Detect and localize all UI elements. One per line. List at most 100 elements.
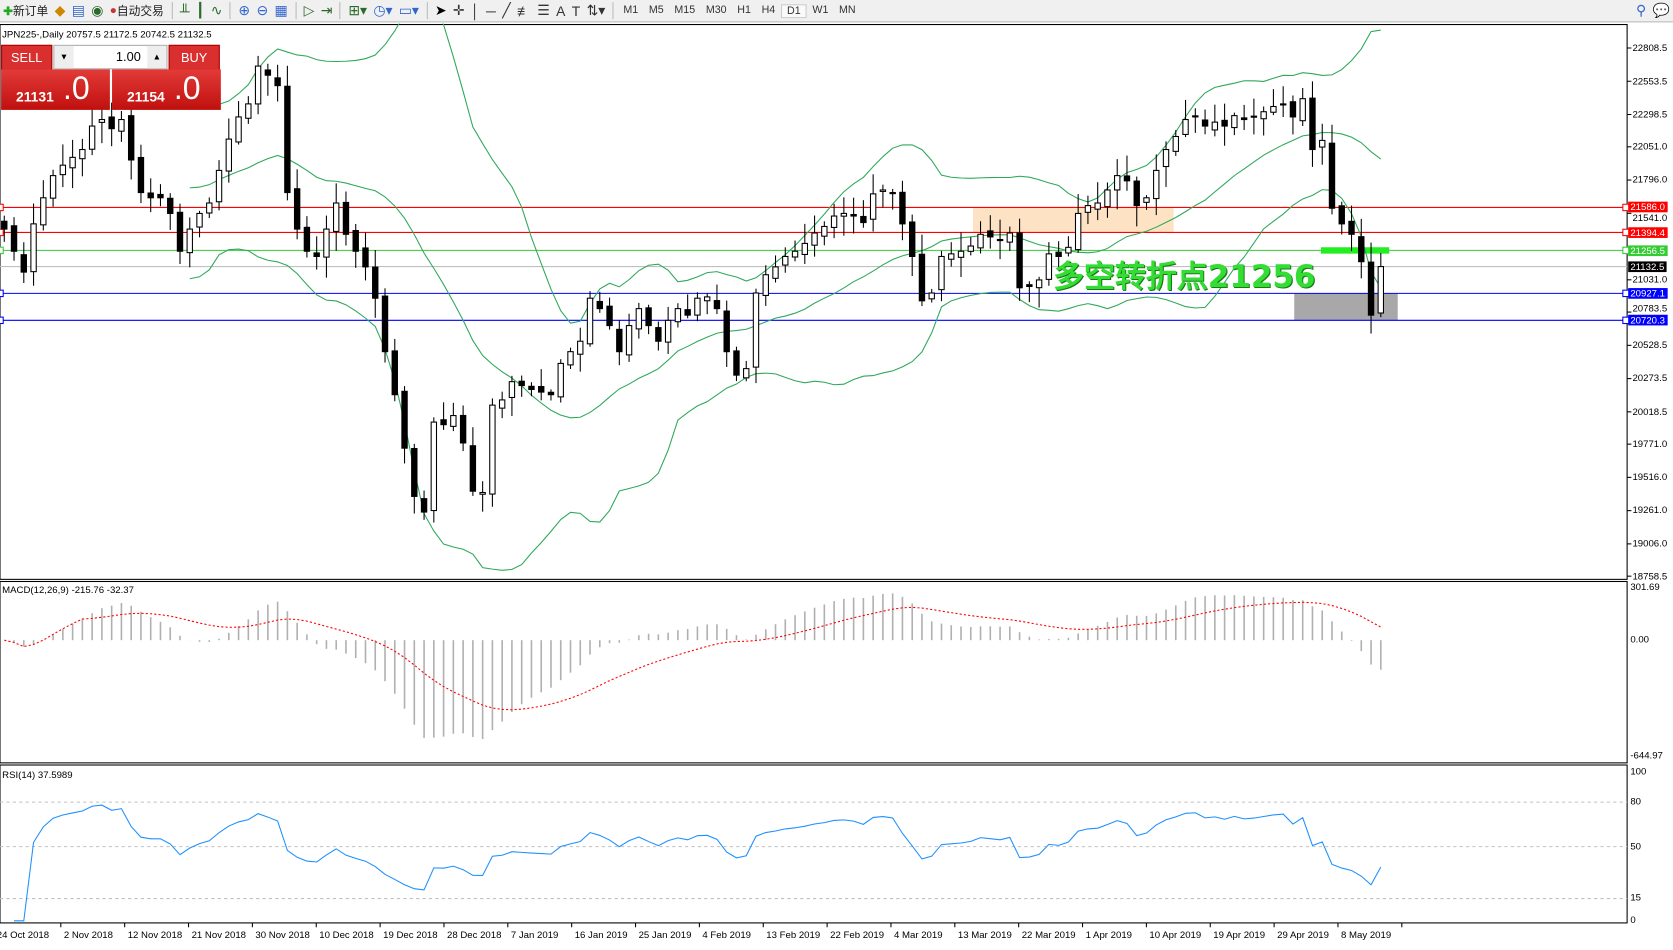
candle-body — [264, 69, 272, 76]
candle-body — [1309, 97, 1316, 151]
candle-body — [49, 175, 57, 199]
candle-body — [752, 292, 760, 368]
candle-body — [1153, 169, 1160, 200]
timeframe-mn[interactable]: MN — [839, 3, 856, 16]
candle-body — [10, 225, 18, 252]
candle — [1260, 106, 1267, 136]
candle — [801, 223, 809, 264]
date-label: 13 Feb 2019 — [766, 929, 821, 940]
new-order-button[interactable]: ✚ 新订单 — [0, 1, 51, 20]
buy-button[interactable]: BUY — [168, 44, 220, 71]
candle-body — [20, 254, 27, 273]
date-label: 22 Feb 2019 — [830, 929, 885, 940]
lot-decrease-icon[interactable]: ▼ — [54, 45, 74, 69]
candle — [69, 139, 76, 189]
autoscroll-icon[interactable]: ▷ — [303, 2, 315, 19]
candle-body — [518, 380, 525, 387]
horizontal-line-icon[interactable]: ─ — [486, 2, 496, 19]
text-icon[interactable]: A — [556, 2, 566, 19]
candle-body — [420, 498, 428, 513]
timeframe-h1[interactable]: H1 — [737, 3, 751, 16]
candle — [1006, 226, 1014, 252]
lot-increase-icon[interactable]: ▲ — [147, 45, 167, 69]
sell-button[interactable]: SELL — [1, 44, 53, 71]
zoom-in-icon[interactable]: ⊕ — [238, 2, 251, 19]
candle-body — [1172, 135, 1179, 152]
signals-icon[interactable]: ◉ — [91, 2, 104, 19]
candle-body — [948, 253, 955, 260]
date-label: 1 Apr 2019 — [1085, 929, 1133, 940]
candle-body — [225, 138, 233, 172]
timeframe-h4[interactable]: H4 — [761, 3, 776, 16]
candle — [899, 180, 906, 241]
lot-size-input[interactable]: ▼ 1.00 ▲ — [53, 44, 168, 70]
fibo-levels-icon[interactable]: ☰ — [537, 2, 550, 19]
date-label: 12 Nov 2018 — [127, 929, 183, 940]
cursor-icon[interactable]: ➤ — [434, 2, 447, 19]
crosshair-icon[interactable]: ✛ — [452, 2, 465, 19]
candlestick-icon[interactable]: ┃ — [196, 2, 205, 19]
sell-price-button[interactable]: 21131 .0 — [1, 69, 110, 110]
timeframe-w1[interactable]: W1 — [812, 3, 829, 16]
date-label: 30 Nov 2018 — [255, 929, 310, 940]
candle — [938, 250, 945, 302]
buy-price-button[interactable]: 21154 .0 — [112, 69, 221, 110]
candle — [20, 242, 27, 284]
candle-body — [1240, 117, 1248, 121]
candle — [1084, 195, 1092, 225]
candle-body — [1231, 115, 1238, 129]
timeframe-m1[interactable]: M1 — [623, 3, 639, 16]
candle-body — [196, 212, 203, 228]
candle-body — [547, 391, 555, 396]
chart-bar-icon[interactable]: ╨ — [179, 2, 190, 19]
candle — [1348, 205, 1355, 252]
candle — [762, 265, 769, 306]
chat-icon[interactable]: 💬 — [1652, 2, 1670, 19]
candle — [1035, 276, 1043, 308]
templates-icon[interactable]: ▭▾ — [398, 2, 419, 19]
timeframe-m30[interactable]: M30 — [705, 3, 727, 16]
navigator-icon[interactable]: ▤ — [71, 2, 85, 19]
candle-body — [1270, 105, 1277, 113]
trendline-icon[interactable]: ╱ — [502, 2, 511, 19]
add-indicator-icon[interactable]: ⊞▾ — [348, 2, 367, 19]
candle-body — [713, 300, 721, 310]
date-label: 8 May 2019 — [1341, 929, 1392, 940]
candle-body — [743, 368, 750, 379]
zoom-out-icon[interactable]: ⊖ — [256, 2, 269, 19]
candle-body — [996, 238, 1004, 242]
timeframe-m15[interactable]: M15 — [674, 3, 696, 16]
date-label: 22 Mar 2019 — [1021, 929, 1076, 940]
price-chart[interactable] — [0, 23, 1673, 949]
candle-body — [557, 362, 564, 398]
fibonacci-icon[interactable]: ≢ — [517, 2, 531, 19]
price-line-label: 20720.3 — [1628, 314, 1668, 326]
candle-body — [303, 226, 311, 252]
timeframe-d1[interactable]: D1 — [780, 3, 808, 18]
auto-trading-button[interactable]: ● 自动交易 — [107, 1, 167, 20]
label-icon[interactable]: T — [571, 2, 581, 19]
candle-body — [928, 292, 935, 300]
arrows-icon[interactable]: ⇅▾ — [586, 2, 606, 19]
chart-shift-icon[interactable]: ⇥ — [320, 2, 333, 19]
candle-body — [215, 169, 223, 203]
candle-body — [1143, 197, 1150, 203]
period-icon[interactable]: ◷▾ — [373, 2, 393, 19]
candle — [108, 102, 115, 147]
search-icon[interactable]: ⚲ — [1635, 2, 1647, 19]
candle-body — [908, 221, 916, 258]
price-tick-label: 19516.0 — [1632, 471, 1668, 483]
line-chart-icon[interactable]: ∿ — [210, 2, 223, 19]
market-watch-icon[interactable]: ◆ — [54, 2, 66, 19]
vertical-line-icon[interactable]: │ — [470, 2, 480, 19]
candle-body — [655, 327, 662, 342]
candle-body — [1328, 142, 1336, 209]
line-handle — [0, 203, 4, 212]
candle-body — [469, 445, 477, 492]
candle-body — [1055, 251, 1062, 258]
timeframe-m5[interactable]: M5 — [648, 3, 664, 16]
candle — [791, 240, 799, 262]
candle-body — [59, 164, 67, 176]
tile-windows-icon[interactable]: ▦ — [274, 2, 288, 19]
candle — [303, 216, 311, 258]
